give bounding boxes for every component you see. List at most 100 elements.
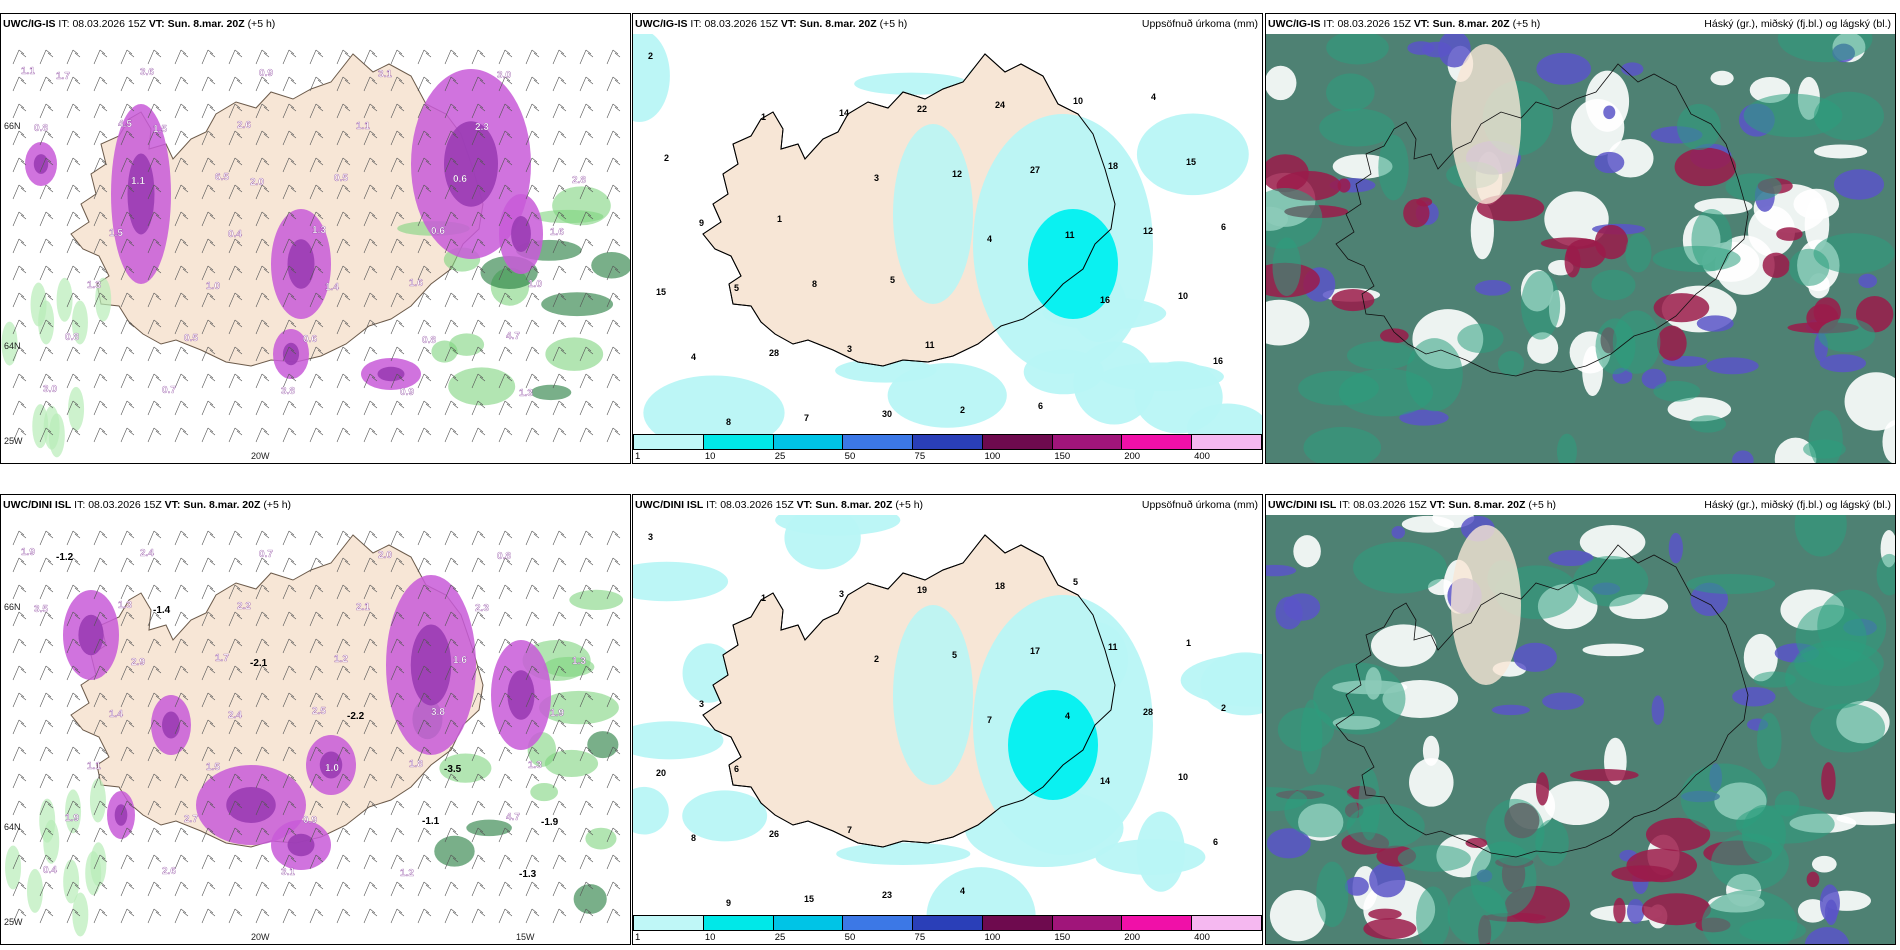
precip-value-label: 1	[777, 214, 782, 224]
temperature-label: -1.1	[422, 816, 440, 827]
wind-barb	[93, 346, 108, 362]
temperature-label: 3.8	[431, 707, 445, 718]
colorbar-segment	[773, 435, 844, 449]
wind-barb	[498, 103, 513, 119]
temperature-label: 0.7	[162, 385, 176, 396]
wind-barb	[363, 427, 378, 443]
snow-core	[226, 787, 276, 823]
wind-barb	[120, 265, 135, 281]
wind-barb	[606, 854, 621, 870]
precip-value-label: 1	[1186, 638, 1191, 648]
cloud-edge	[1808, 410, 1843, 463]
cloud-edge	[1316, 861, 1349, 928]
wind-barb	[282, 265, 297, 281]
wind-barb	[606, 238, 621, 254]
wind-barb	[525, 292, 540, 308]
wind-barb	[282, 373, 297, 389]
temperature-label: 0.4	[43, 865, 57, 876]
wind-barb	[390, 665, 405, 681]
mid-cloud	[1536, 52, 1592, 85]
temperature-label: 0.9	[259, 68, 273, 79]
wind-barb	[579, 211, 594, 227]
wind-barb	[120, 238, 135, 254]
mid-cloud	[1548, 550, 1594, 566]
high-cloud	[1379, 328, 1409, 344]
wind-barb	[147, 427, 162, 443]
wind-barb	[606, 373, 621, 389]
wind-barb	[336, 76, 351, 92]
colorbar-tick-label: 1	[635, 451, 641, 462]
wind-barb	[471, 400, 486, 416]
cloud-edge	[1300, 699, 1323, 775]
precip-value-label: 30	[882, 409, 892, 419]
wind-barb	[174, 265, 189, 281]
wind-barb	[606, 719, 621, 735]
wind-barb	[417, 881, 432, 897]
wind-barb	[93, 427, 108, 443]
wind-barb	[552, 584, 567, 600]
cloud-map	[1266, 515, 1895, 944]
wind-barb	[39, 746, 54, 762]
temperature-label: -1.2	[56, 552, 74, 563]
wind-barb	[120, 130, 135, 146]
wind-barb	[282, 427, 297, 443]
wind-barb	[255, 157, 270, 173]
wind-barb	[120, 800, 135, 816]
colorbar-segment	[913, 916, 983, 930]
wind-barb	[147, 854, 162, 870]
rain-band	[545, 337, 604, 371]
wind-barb	[417, 292, 432, 308]
temperature-label: 4.7	[506, 812, 520, 823]
wind-barb	[282, 157, 297, 173]
clear-sky	[1422, 735, 1440, 766]
temperature-label: 2.3	[475, 603, 489, 614]
wind-barb	[390, 103, 405, 119]
precip-value-label: 17	[1030, 646, 1040, 656]
wind-barb	[390, 854, 405, 870]
snow-core	[444, 121, 498, 207]
colorbar-tick-label: 10	[704, 451, 716, 462]
wind-barb	[417, 665, 432, 681]
cloud-edge	[1303, 426, 1382, 463]
wind-barb	[498, 346, 513, 362]
precip-area	[643, 375, 785, 439]
wind-barb	[390, 746, 405, 762]
wind-barb	[120, 346, 135, 362]
wind-barb	[444, 773, 459, 789]
wind-barb	[12, 346, 27, 362]
wind-barb	[147, 557, 162, 573]
wind-barb	[120, 827, 135, 843]
wind-barb	[66, 400, 81, 416]
high-cloud	[1363, 918, 1417, 940]
wind-barb	[444, 76, 459, 92]
wind-barb	[552, 76, 567, 92]
cloud-edge	[1497, 351, 1525, 377]
wind-barb	[201, 800, 216, 816]
wind-barb	[417, 319, 432, 335]
wind-barb	[498, 665, 513, 681]
wind-barb	[471, 346, 486, 362]
wind-barb	[606, 611, 621, 627]
wind-barb	[12, 773, 27, 789]
wind-barb	[498, 584, 513, 600]
wind-barb	[525, 530, 540, 546]
precip-value-label: 15	[656, 287, 666, 297]
vt-label: VT:	[1413, 18, 1430, 30]
wind-barb	[309, 211, 324, 227]
wind-barb	[309, 103, 324, 119]
wind-barb	[174, 530, 189, 546]
wind-barb	[336, 611, 351, 627]
precip-value-label: 8	[691, 833, 696, 843]
high-cloud	[1776, 227, 1803, 241]
wind-barb	[255, 211, 270, 227]
wind-barb	[471, 800, 486, 816]
wind-barb	[363, 265, 378, 281]
wind-barb	[579, 427, 594, 443]
wind-barb	[444, 611, 459, 627]
temperature-label: 3.1	[378, 69, 392, 80]
wind-barb	[336, 238, 351, 254]
clear-sky	[1844, 372, 1895, 431]
wind-barb	[147, 76, 162, 92]
wind-barb	[309, 665, 324, 681]
wind-barb	[174, 49, 189, 65]
